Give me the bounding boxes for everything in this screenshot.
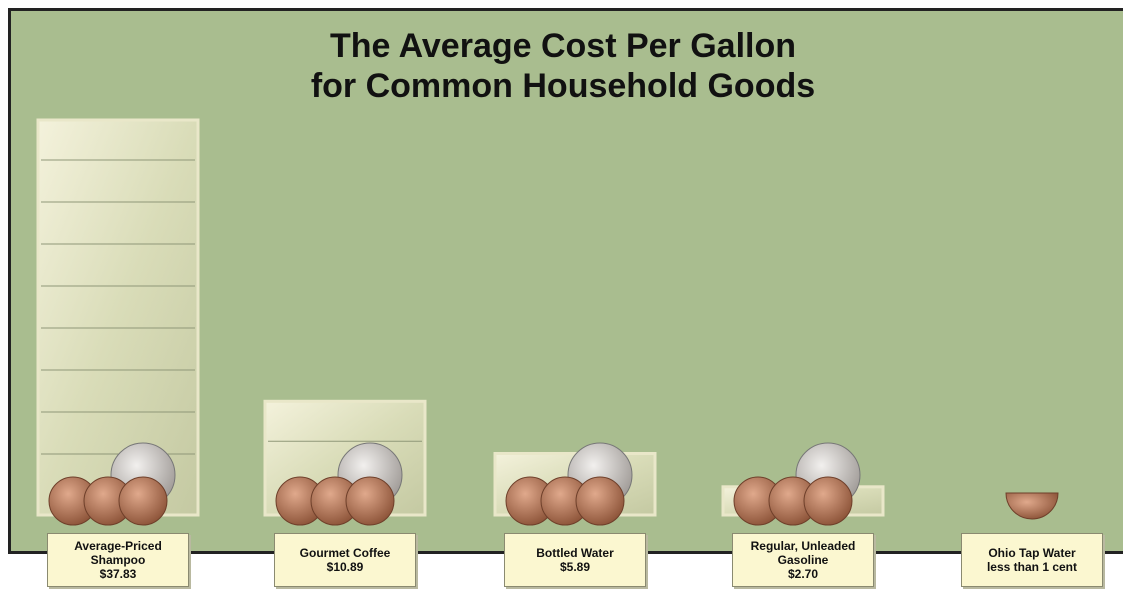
category-label: Gourmet Coffee$10.89 xyxy=(274,533,416,587)
value-label: $37.83 xyxy=(100,567,137,581)
coin xyxy=(346,477,394,525)
coin xyxy=(804,477,852,525)
value-label: less than 1 cent xyxy=(987,560,1077,574)
category-name: Gourmet Coffee xyxy=(300,546,391,560)
category-name: Ohio Tap Water xyxy=(988,546,1075,560)
category-label: Bottled Water$5.89 xyxy=(504,533,646,587)
coin xyxy=(119,477,167,525)
category-name: Average-Priced Shampoo xyxy=(54,539,182,567)
category-label: Regular, Unleaded Gasoline$2.70 xyxy=(732,533,874,587)
page: The Average Cost Per Gallon for Common H… xyxy=(0,0,1126,590)
value-label: $10.89 xyxy=(327,560,364,574)
value-label: $2.70 xyxy=(788,567,818,581)
chart xyxy=(0,0,1126,590)
category-name: Regular, Unleaded Gasoline xyxy=(739,539,867,567)
value-label: $5.89 xyxy=(560,560,590,574)
category-label: Average-Priced Shampoo$37.83 xyxy=(47,533,189,587)
coin xyxy=(576,477,624,525)
category-name: Bottled Water xyxy=(536,546,614,560)
coin xyxy=(1006,493,1058,519)
